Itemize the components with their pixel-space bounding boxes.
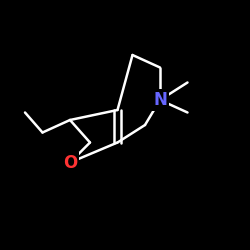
Text: N: N [153,91,167,109]
Text: O: O [63,154,77,172]
